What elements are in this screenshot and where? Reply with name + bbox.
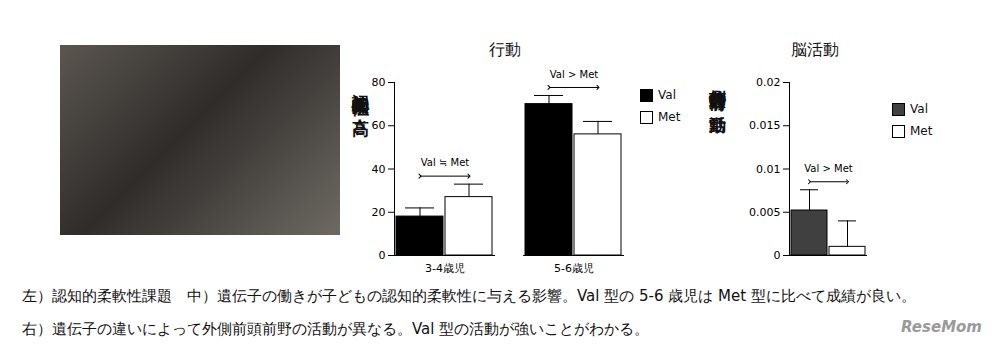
- svg-text:60: 60: [372, 119, 386, 132]
- svg-text:0: 0: [379, 249, 386, 262]
- svg-text:0.01: 0.01: [756, 163, 781, 176]
- html-text:Met: Met: [658, 110, 681, 124]
- svg-text:Val ≒ Met: Val ≒ Met: [421, 157, 469, 168]
- svg-text:5-6歳児: 5-6歳児: [554, 262, 594, 275]
- html-text:認知的柔軟性の高さ: 認知的柔軟性の高さ: [351, 80, 371, 127]
- html-text:脳活動: 脳活動: [791, 40, 839, 59]
- svg-text:80: 80: [372, 76, 386, 89]
- html-text:外側前頭前野の活動: 外側前頭前野の活動: [708, 76, 728, 104]
- svg-text:40: 40: [372, 163, 386, 176]
- html-text:行動: 行動: [489, 40, 521, 59]
- svg-text:0.02: 0.02: [756, 76, 781, 89]
- html-text:ReseMom: ReseMom: [901, 318, 982, 336]
- html-text:左）認知的柔軟性課題 中）遺伝子の働きが子どもの認知的柔軟性: 左）認知的柔軟性課題 中）遺伝子の働きが子どもの認知的柔軟性に与える影響。Val…: [22, 287, 916, 305]
- html-text:右）遺伝子の違いによって外側前頭前野の活動が異なる。Val: 右）遺伝子の違いによって外側前頭前野の活動が異なる。Val 型の活動が強いことが…: [22, 320, 650, 338]
- svg-text:0: 0: [774, 249, 781, 262]
- html-text:Val: Val: [658, 88, 676, 102]
- svg-text:0.005: 0.005: [749, 206, 781, 219]
- html-text:Met: Met: [910, 124, 933, 138]
- svg-text:0.015: 0.015: [749, 119, 781, 132]
- svg-text:Val > Met: Val > Met: [804, 163, 852, 174]
- svg-text:20: 20: [372, 206, 386, 219]
- svg-text:3-4歳児: 3-4歳児: [425, 262, 465, 275]
- svg-text:Val > Met: Val > Met: [550, 70, 598, 80]
- html-text:Val: Val: [910, 102, 928, 116]
